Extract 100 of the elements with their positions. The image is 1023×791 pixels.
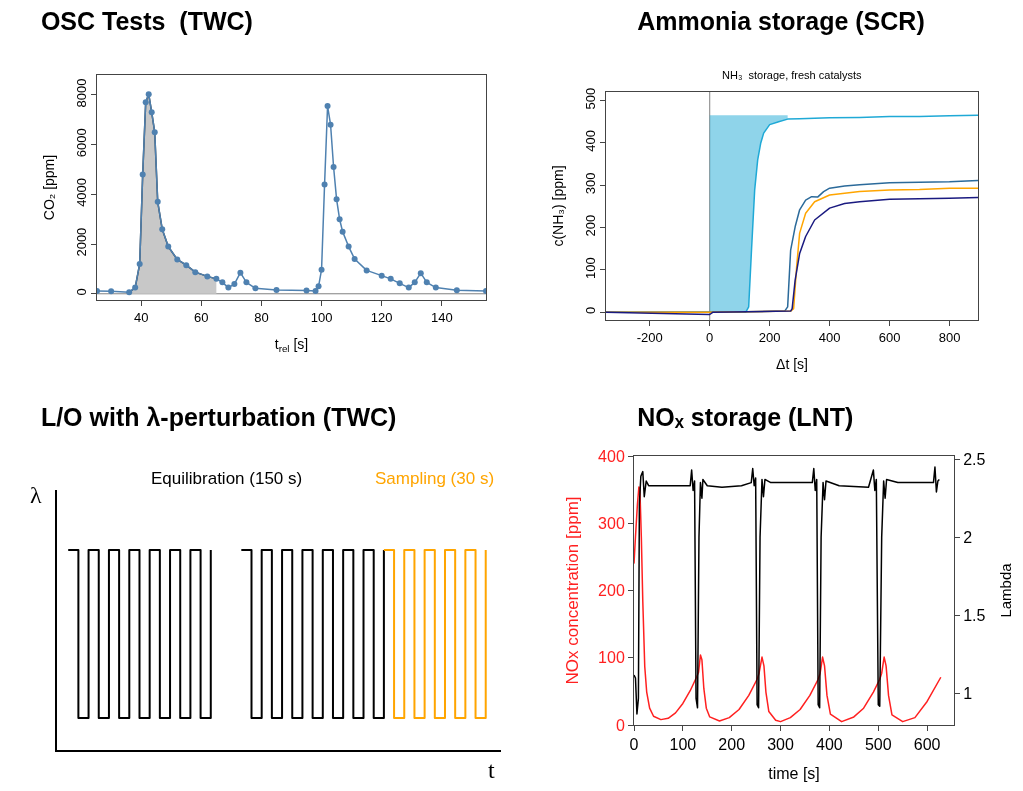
x-tick-label: -200 bbox=[636, 329, 663, 345]
x-tick-label: 800 bbox=[938, 329, 961, 345]
x-axis-title: time [s] bbox=[768, 764, 820, 782]
point bbox=[396, 280, 403, 287]
y-axis-title: NOx concentration [ppm] bbox=[562, 496, 582, 685]
x-tick-label: 200 bbox=[718, 736, 746, 754]
point bbox=[225, 284, 232, 291]
y2-tick-label: 1 bbox=[963, 685, 973, 703]
chart-title: OSC Tests (TWC) bbox=[40, 6, 253, 35]
point bbox=[273, 287, 280, 294]
point bbox=[345, 243, 352, 250]
y-tick-label: 100 bbox=[582, 257, 598, 279]
x-tick-label: 400 bbox=[816, 736, 843, 754]
x-tick-label: 40 bbox=[133, 309, 149, 325]
text: Sampling (30 s) bbox=[375, 469, 495, 488]
point bbox=[324, 103, 331, 110]
point bbox=[145, 91, 152, 98]
y-tick-label: 2000 bbox=[73, 227, 89, 257]
text: Equilibration (150 s) bbox=[151, 469, 303, 488]
point bbox=[139, 171, 146, 178]
point bbox=[417, 270, 424, 277]
point bbox=[183, 262, 190, 269]
point bbox=[327, 121, 334, 128]
point bbox=[231, 281, 238, 288]
point bbox=[243, 279, 250, 286]
y-tick-label: 8000 bbox=[73, 78, 89, 108]
point bbox=[165, 243, 172, 250]
point bbox=[423, 279, 430, 286]
point bbox=[136, 260, 143, 267]
x-tick-label: 600 bbox=[913, 736, 941, 754]
x-tick-label: 140 bbox=[430, 309, 453, 325]
point bbox=[192, 269, 199, 276]
y2-axis-title: Lambda bbox=[996, 562, 1014, 618]
point bbox=[318, 266, 325, 273]
point bbox=[330, 163, 337, 170]
y-tick-label: 100 bbox=[598, 649, 625, 667]
x-axis-title: t$_{rel}$ [s] bbox=[274, 335, 309, 354]
point bbox=[378, 272, 385, 279]
point bbox=[159, 226, 166, 233]
y-tick-label: 200 bbox=[582, 214, 598, 237]
chart-subtitle: NH₃ storage, fresh catalysts bbox=[722, 69, 863, 81]
y-tick-label: 0 bbox=[73, 288, 89, 296]
point bbox=[432, 284, 439, 291]
x-tick-label: 100 bbox=[310, 309, 333, 325]
y2-tick-label: 2.5 bbox=[963, 450, 986, 468]
point bbox=[333, 196, 340, 203]
y-tick-label: 500 bbox=[582, 87, 598, 110]
y-axis-title: λ bbox=[30, 482, 42, 508]
point bbox=[108, 288, 115, 295]
point bbox=[154, 198, 161, 205]
chart-title: NOₓ storage (LNT) bbox=[637, 402, 854, 431]
x-tick-label: 400 bbox=[818, 329, 841, 345]
y-axis-title: c(NH₃) [ppm] bbox=[550, 165, 567, 247]
y-tick-label: 4000 bbox=[73, 177, 89, 207]
x-tick-label: 300 bbox=[767, 736, 795, 754]
point bbox=[387, 275, 394, 282]
x-tick-label: 0 bbox=[629, 736, 639, 754]
x-tick-label: 600 bbox=[878, 329, 901, 345]
point bbox=[315, 283, 322, 290]
point bbox=[204, 273, 211, 280]
x-tick-label: 200 bbox=[758, 329, 781, 345]
point bbox=[339, 228, 346, 235]
point bbox=[336, 216, 343, 223]
x-tick-label: 60 bbox=[194, 309, 209, 325]
point bbox=[453, 287, 460, 294]
y2-tick-label: 2 bbox=[963, 528, 973, 546]
point bbox=[219, 279, 226, 286]
point bbox=[303, 287, 310, 294]
chart-title: Ammonia storage (SCR) bbox=[637, 6, 925, 35]
point bbox=[252, 285, 259, 292]
y-axis-title: CO₂ [ppm] bbox=[41, 154, 58, 221]
x-tick-label: 120 bbox=[370, 309, 393, 325]
point bbox=[174, 256, 181, 263]
y-tick-label: 400 bbox=[582, 130, 598, 152]
y2-tick-label: 1.5 bbox=[963, 607, 986, 625]
x-axis-title: Δt [s] bbox=[776, 355, 808, 372]
y-tick-label: 0 bbox=[615, 716, 625, 734]
point bbox=[132, 284, 139, 291]
point bbox=[363, 267, 370, 274]
x-tick-label: 100 bbox=[669, 736, 697, 754]
y-tick-label: 400 bbox=[598, 447, 625, 465]
point bbox=[151, 129, 158, 136]
point bbox=[237, 269, 244, 276]
point bbox=[126, 289, 133, 296]
x-tick-label: 500 bbox=[864, 736, 892, 754]
point bbox=[411, 279, 418, 286]
point bbox=[405, 284, 412, 291]
x-axis-title: t bbox=[488, 757, 495, 783]
x-tick-label: 0 bbox=[706, 329, 714, 345]
chart-title: L/O with λ-perturbation (TWC) bbox=[40, 402, 397, 431]
point bbox=[148, 109, 155, 116]
y-tick-label: 6000 bbox=[73, 128, 89, 158]
point bbox=[142, 99, 149, 106]
point bbox=[321, 181, 328, 188]
point bbox=[213, 275, 220, 282]
y-tick-label: 300 bbox=[582, 172, 598, 195]
point bbox=[351, 255, 358, 262]
y-tick-label: 200 bbox=[598, 582, 625, 600]
y-tick-label: 300 bbox=[598, 514, 625, 532]
x-tick-label: 80 bbox=[254, 309, 269, 325]
